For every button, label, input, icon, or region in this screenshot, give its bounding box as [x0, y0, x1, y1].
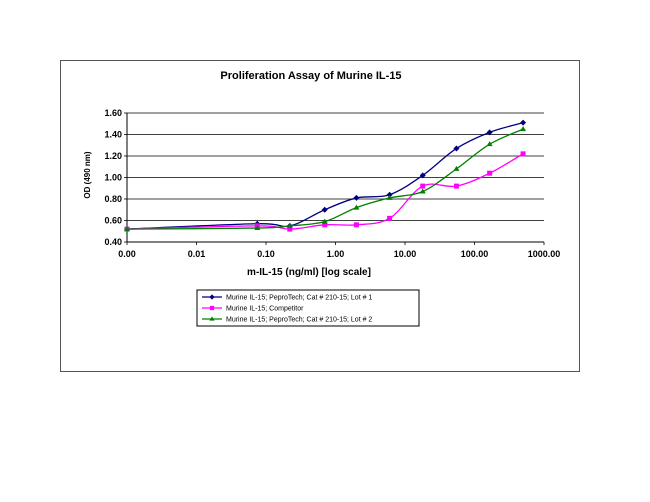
- data-point-triangle: [419, 188, 426, 194]
- data-point-triangle: [254, 225, 261, 231]
- x-tick-label: 100.00: [461, 249, 489, 259]
- data-point-square: [520, 151, 526, 157]
- data-point-square: [420, 183, 426, 189]
- data-point-square: [353, 222, 359, 228]
- legend-entries: Murine IL-15; PeproTech; Cat # 210-15; L…: [202, 294, 372, 324]
- series-line-3: [126, 128, 524, 230]
- data-point-triangle: [124, 226, 130, 232]
- data-point-square: [322, 222, 328, 228]
- series-1: [124, 119, 527, 233]
- data-point-triangle: [209, 316, 215, 321]
- legend: Murine IL-15; PeproTech; Cat # 210-15; L…: [196, 289, 420, 327]
- x-tick-label: 10.00: [394, 249, 417, 259]
- legend-entry-2: Murine IL-15; Competitor: [202, 306, 304, 313]
- chart-svg: Proliferation Assay of Murine IL-15 0.40…: [83, 70, 560, 327]
- legend-label: Murine IL-15; Competitor: [226, 306, 304, 313]
- x-tick-label: 0.10: [257, 249, 275, 259]
- x-axis-label: m-IL-15 (ng/ml) [log scale]: [247, 267, 371, 278]
- y-axis-label: OD (490 nm): [83, 151, 92, 198]
- y-tick-label: 1.00: [104, 173, 122, 183]
- y-tick-label: 1.40: [104, 130, 122, 140]
- y-tick-label: 0.60: [104, 216, 122, 226]
- data-point-triangle: [353, 204, 360, 210]
- chart-frame: Proliferation Assay of Murine IL-15 0.40…: [60, 60, 580, 372]
- data-point-triangle: [520, 126, 527, 132]
- data-point-triangle: [286, 222, 293, 228]
- x-tick-label: 0.01: [188, 249, 206, 259]
- legend-entry-1: Murine IL-15; PeproTech; Cat # 210-15; L…: [202, 294, 372, 302]
- data-point-triangle: [321, 218, 328, 224]
- data-point-square: [453, 183, 459, 189]
- data-point-diamond: [386, 191, 393, 198]
- series-3: [124, 126, 527, 232]
- series-line-2: [126, 153, 524, 230]
- data-point-diamond: [486, 129, 493, 136]
- grid: [127, 112, 544, 221]
- series-group: [124, 119, 527, 233]
- x-tick-label: 1.00: [327, 249, 345, 259]
- chart-title: Proliferation Assay of Murine IL-15: [220, 70, 401, 82]
- legend-label: Murine IL-15; PeproTech; Cat # 210-15; L…: [226, 295, 372, 302]
- series-line-1: [126, 122, 524, 230]
- data-point-diamond: [353, 194, 360, 201]
- data-point-diamond: [453, 145, 460, 152]
- x-tick-label: 0.00: [118, 249, 136, 259]
- data-point-square: [387, 215, 393, 221]
- x-tick-label: 1000.00: [528, 249, 561, 259]
- data-point-diamond: [321, 206, 328, 213]
- axes: 0.40 0.60 0.80 1.00 1.20 1.40 1.60 0.00 0.01 0.10…: [104, 108, 560, 259]
- y-tick-label: 0.40: [104, 237, 122, 247]
- y-tick-label: 1.20: [104, 151, 122, 161]
- data-point-square: [287, 226, 293, 232]
- legend-entry-3: Murine IL-15; PeproTech; Cat # 210-15; L…: [202, 316, 372, 324]
- data-point-triangle: [386, 194, 393, 200]
- y-tick-label: 0.80: [104, 194, 122, 204]
- data-point-square: [487, 170, 493, 176]
- legend-label: Murine IL-15; PeproTech; Cat # 210-15; L…: [226, 317, 372, 324]
- data-point-square: [209, 305, 215, 311]
- data-point-diamond: [209, 294, 215, 300]
- legend-frame: [196, 289, 420, 327]
- data-point-triangle: [453, 165, 460, 171]
- data-point-diamond: [520, 119, 527, 126]
- data-point-triangle: [486, 141, 493, 147]
- y-tick-label: 1.60: [104, 108, 122, 118]
- data-point-diamond: [419, 172, 426, 179]
